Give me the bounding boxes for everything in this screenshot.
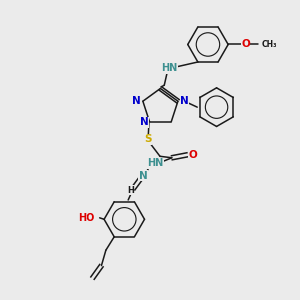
Text: O: O (241, 40, 250, 50)
Text: O: O (188, 150, 197, 160)
Text: S: S (144, 134, 152, 144)
Text: HO: HO (78, 213, 94, 223)
Text: HN: HN (161, 63, 177, 73)
Text: CH₃: CH₃ (262, 40, 277, 49)
Text: N: N (140, 117, 148, 128)
Text: HN: HN (147, 158, 164, 168)
Text: H: H (127, 186, 134, 195)
Text: N: N (180, 96, 189, 106)
Text: N: N (139, 171, 147, 181)
Text: N: N (132, 96, 141, 106)
